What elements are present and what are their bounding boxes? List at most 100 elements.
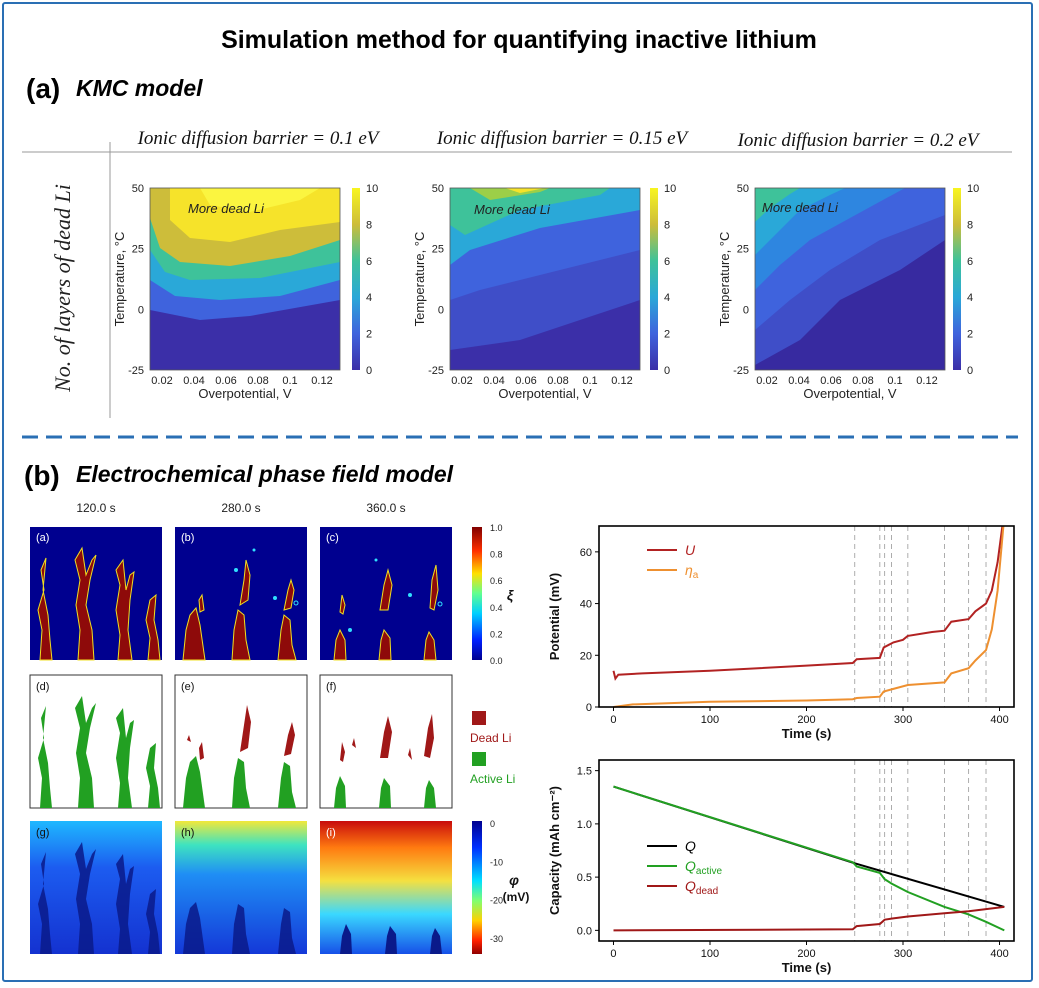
kmc-x-tick: 0.08 — [852, 375, 873, 387]
x-tick-label: 300 — [894, 948, 912, 960]
xi-tick: 0.8 — [490, 550, 503, 560]
li-map-1: (d) — [29, 674, 163, 809]
series-line — [612, 525, 1004, 681]
kmc-x-tick: 0.1 — [887, 375, 902, 387]
xi-tick: 0.6 — [490, 576, 503, 586]
kmc-cbar-tick: 0 — [664, 365, 670, 377]
kmc-cbar-tick: 4 — [664, 292, 670, 304]
y-tick-label: 1.0 — [577, 819, 592, 831]
chart-legend: Uηa — [647, 542, 699, 581]
kmc-panel-2: Ionic diffusion barrier = 0.15 eV More d… — [436, 128, 690, 371]
y-tick-label: 40 — [580, 599, 592, 611]
kmc-annotation: More dead Li — [188, 201, 265, 216]
time-label-1: 120.0 s — [76, 501, 115, 515]
kmc-y-tick: 0 — [743, 304, 749, 316]
kmc-y-tick: -25 — [428, 365, 444, 377]
line-chart-1: 0 100 200 300 400 0 20 40 60 Time (s) Potential (m… — [547, 525, 1015, 741]
panel-label: (d) — [36, 681, 49, 693]
kmc-cbar-tick: 10 — [967, 183, 979, 195]
kmc-x-label: Overpotential, V — [198, 386, 292, 401]
section-a-letter: (a) — [26, 73, 60, 104]
kmc-x-tick: 0.06 — [515, 375, 536, 387]
legend-label: Q — [685, 838, 696, 854]
x-tick-label: 400 — [990, 948, 1008, 960]
phi-tick: -10 — [490, 857, 503, 867]
legend-active-label: Active Li — [470, 772, 515, 786]
kmc-axes: 0.02 0.04 0.06 0.08 0.1 0.1250250-25Overpoten… — [112, 183, 979, 401]
panel-label: (a) — [36, 532, 49, 544]
kmc-y-tick: 25 — [737, 244, 749, 256]
kmc-cbar-tick: 8 — [967, 219, 973, 231]
panel-label: (g) — [36, 827, 49, 839]
xi-colorbar — [472, 527, 482, 660]
kmc-cbar-tick: 4 — [967, 292, 973, 304]
phi-tick: -30 — [490, 934, 503, 944]
phi-map-2: (h) — [175, 821, 307, 954]
kmc-colorbar — [650, 188, 658, 370]
kmc-x-tick: 0.08 — [547, 375, 568, 387]
panel-label: (i) — [326, 827, 336, 839]
legend-dead-swatch — [472, 711, 486, 725]
kmc-y-tick: 0 — [138, 304, 144, 316]
kmc-annotation: More dead Li — [474, 202, 551, 217]
panel-label: (e) — [181, 681, 194, 693]
legend-label: Qdead — [685, 878, 718, 897]
kmc-cbar-tick: 4 — [366, 292, 372, 304]
xi-tick: 1.0 — [490, 523, 503, 533]
kmc-colorbar — [953, 188, 961, 370]
contour-band — [755, 188, 800, 222]
panel-label: (h) — [181, 827, 194, 839]
kmc-cbar-tick: 8 — [664, 219, 670, 231]
x-tick-label: 200 — [797, 714, 815, 726]
kmc-cbar-tick: 2 — [664, 329, 670, 341]
kmc-x-tick: 0.1 — [582, 375, 597, 387]
y-axis-label: Potential (mV) — [547, 573, 562, 660]
x-tick-label: 100 — [701, 948, 719, 960]
xi-symbol: ξ — [507, 587, 514, 603]
kmc-cbar-tick: 6 — [967, 256, 973, 268]
kmc-cbar-tick: 6 — [366, 256, 372, 268]
kmc-x-tick: 0.1 — [282, 375, 297, 387]
kmc-cbar-tick: 6 — [664, 256, 670, 268]
x-tick-label: 300 — [894, 714, 912, 726]
kmc-y-tick: -25 — [733, 365, 749, 377]
kmc-colorbar — [352, 188, 360, 370]
xi-map-1: (a) — [30, 527, 162, 661]
kmc-row-label: No. of layers of dead Li — [50, 184, 75, 393]
kmc-x-tick: 0.06 — [215, 375, 236, 387]
y-tick-label: 1.5 — [577, 766, 592, 778]
panel-label: (b) — [181, 532, 194, 544]
kmc-x-label: Overpotential, V — [498, 386, 592, 401]
contour-band — [505, 188, 545, 193]
kmc-panel-3: Ionic diffusion barrier = 0.2 eV More de… — [737, 130, 981, 371]
kmc-y-label: Temperature, °C — [717, 232, 732, 327]
kmc-y-tick: 0 — [438, 304, 444, 316]
figure-title: Simulation method for quantifying inacti… — [221, 26, 817, 54]
li-map-2: (e) — [174, 674, 308, 809]
kmc-cbar-tick: 2 — [366, 329, 372, 341]
line-charts: 0 100 200 300 400 0 20 40 60 Time (s) Potential (m… — [547, 525, 1015, 975]
kmc-x-label: Overpotential, V — [803, 386, 897, 401]
x-tick-label: 0 — [610, 714, 616, 726]
kmc-cbar-tick: 10 — [366, 183, 378, 195]
kmc-x-tick: 0.04 — [788, 375, 809, 387]
plot-frame — [598, 759, 1015, 942]
plot-border — [754, 187, 946, 371]
kmc-y-label: Temperature, °C — [112, 232, 127, 327]
phi-tick: 0 — [490, 819, 495, 829]
kmc-x-tick: 0.02 — [451, 375, 472, 387]
kmc-x-tick: 0.12 — [611, 375, 632, 387]
kmc-x-tick: 0.02 — [151, 375, 172, 387]
legend-active-swatch — [472, 752, 486, 766]
contour-band — [200, 188, 320, 212]
panel-label: (f) — [326, 681, 336, 693]
plot-frame — [598, 525, 1015, 708]
kmc-panel-title: Ionic diffusion barrier = 0.15 eV — [436, 128, 690, 149]
y-tick-label: 0 — [586, 702, 592, 714]
section-b-letter: (b) — [24, 460, 60, 491]
xi-map-2: (b) — [175, 527, 307, 661]
kmc-panel-1: Ionic diffusion barrier = 0.1 eV More de… — [137, 128, 381, 371]
kmc-annotation: More dead Li — [762, 200, 839, 215]
kmc-panel-title: Ionic diffusion barrier = 0.1 eV — [137, 128, 381, 149]
